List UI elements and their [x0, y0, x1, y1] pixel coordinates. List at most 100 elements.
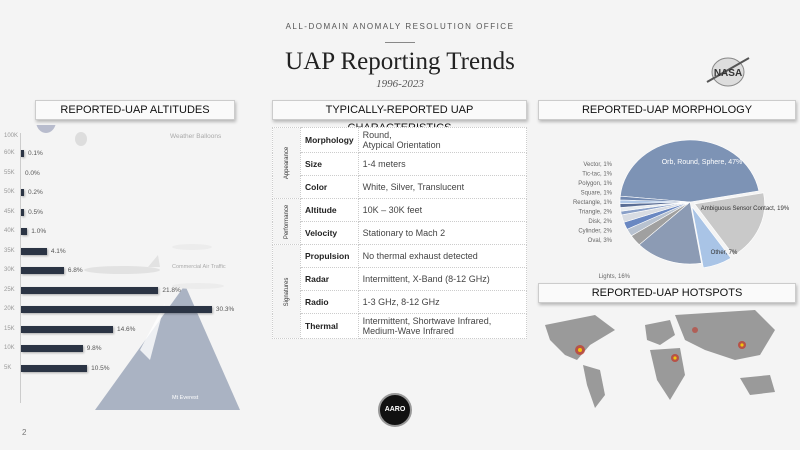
altitude-label: 20K [4, 306, 15, 312]
nasa-logo: NASA [706, 57, 750, 87]
characteristic-value: Intermittent, X-Band (8-12 GHz) [357, 267, 528, 291]
characteristics-table: Appearance Morphology Round, Atypical Orie… [272, 127, 528, 339]
pie-slice [619, 195, 691, 203]
characteristic-value: Round, Atypical Orientation [357, 127, 528, 153]
air-traffic-label: Commercial Air Traffic [172, 264, 226, 270]
pie-slice-label: Other, 7% [711, 250, 738, 256]
office-name: ALL-DOMAIN ANOMALY RESOLUTION OFFICE [285, 22, 515, 31]
characteristic-name: Radio [300, 290, 359, 314]
table-row: Color White, Silver, Translucent [273, 175, 528, 199]
airplane-icon [172, 244, 224, 289]
altitude-label: 15K [4, 325, 15, 332]
altitude-value-label: 0.0% [25, 169, 40, 177]
pie-slice-label: Triangle, 2% [579, 210, 613, 216]
pie-slice [691, 206, 732, 269]
category-label: Performance [283, 204, 290, 239]
world-map [545, 310, 775, 408]
altitude-label: 55K [4, 169, 15, 176]
characteristic-value: 1-4 meters [357, 152, 528, 176]
altitude-label: 5K [4, 364, 12, 371]
table-row: Signatures Propulsion No thermal exhaust d… [272, 244, 528, 339]
altitude-bar [21, 189, 24, 196]
altitude-bar [21, 345, 83, 352]
altitude-label: 45K [4, 208, 15, 215]
axis-label-top: 100K [4, 133, 19, 139]
altitude-chart: 100K Weather Balloons Commercial Air Tra… [0, 125, 260, 415]
mountain-label: Mt Everest [172, 395, 199, 401]
characteristic-name: Propulsion [300, 244, 359, 268]
altitude-value-label: 0.1% [28, 150, 43, 157]
altitude-value-label: 10.5% [91, 364, 110, 372]
page-title: UAP Reporting Trends [285, 48, 515, 75]
altitude-value-label: 6.8% [67, 267, 83, 274]
table-row: Performance Altitude 10K – 30K feet [272, 198, 528, 245]
table-row: Size 1-4 meters [273, 152, 528, 176]
characteristic-name: Color [300, 175, 359, 199]
altitude-label: 30K [4, 267, 15, 273]
category-cell: Signatures [272, 244, 301, 339]
pie-slice-label: Rectangle, 1% [573, 200, 613, 206]
altitude-label: 60K [4, 150, 15, 156]
characteristic-value: No thermal exhaust detected [357, 244, 528, 268]
characteristic-name: Velocity [300, 221, 359, 245]
altitude-illustrations [36, 125, 240, 410]
category-label: Appearance [283, 146, 290, 180]
aaro-seal: AARO [378, 393, 412, 427]
balloon-icon [75, 132, 87, 146]
pie-slice-label: Vector, 1% [583, 162, 612, 168]
category-label: Signatures [283, 277, 290, 306]
altitude-label: 25K [4, 286, 15, 293]
pie-slice-label: Disk, 2% [588, 219, 612, 225]
altitude-value-label: 4.1% [50, 247, 66, 255]
altitudes-header: REPORTED-UAP ALTITUDES [35, 100, 235, 120]
pie-slice [619, 139, 760, 203]
table-row: Velocity Stationary to Mach 2 [273, 221, 528, 245]
table-row: Radio 1-3 GHz, 8-12 GHz [273, 290, 528, 314]
altitude-value-label: 14.6% [116, 325, 136, 333]
altitude-value-label: 21.8% [162, 286, 181, 294]
hotspot-markers [575, 327, 746, 362]
characteristic-name: Radar [300, 267, 359, 291]
characteristic-value: 10K – 30K feet [357, 198, 528, 222]
characteristic-value: 1-3 GHz, 8-12 GHz [357, 290, 528, 314]
morphology-pie-chart: Orb, Round, Sphere, 47% Ambiguous Sensor … [573, 139, 790, 280]
pie-slice-label: Oval, 3% [588, 238, 613, 244]
altitude-label: 35K [4, 247, 15, 254]
table-row: Thermal Intermittent, Shortwave Infrared,… [273, 313, 528, 339]
altitude-value-label: 0.2% [28, 189, 43, 196]
balloon-label: Weather Balloons [170, 133, 222, 140]
pie-slice-label: Ambiguous Sensor Contact, 19% [701, 206, 790, 212]
table-row: Appearance Morphology Round, Atypical Orie… [272, 127, 528, 199]
characteristic-name: Size [300, 152, 359, 176]
altitude-value-label: 1.0% [31, 228, 47, 235]
characteristic-value: Intermittent, Shortwave Infrared, Medium… [357, 313, 528, 339]
altitude-bar [21, 247, 47, 255]
altitude-label: 50K [4, 189, 15, 195]
altitude-bar [21, 286, 159, 294]
altitude-bar [21, 306, 212, 313]
pie-slice-label: Tic-tac, 1% [582, 172, 612, 178]
altitude-value-label: 30.3% [215, 306, 235, 313]
characteristic-name: Altitude [300, 198, 359, 222]
divider [385, 42, 415, 43]
altitude-bar [21, 267, 64, 274]
airplane-icon [84, 255, 160, 274]
altitude-bar [21, 325, 113, 333]
axis-line [20, 133, 21, 403]
mountain-icon [95, 285, 240, 410]
altitude-value-label: 0.5% [28, 208, 43, 216]
page-number: 2 [22, 428, 27, 437]
svg-text:NASA: NASA [714, 68, 742, 79]
altitude-bar [21, 208, 25, 216]
category-cell: Appearance [272, 127, 301, 199]
morphology-header: REPORTED-UAP MORPHOLOGY [538, 100, 796, 120]
characteristics-header: TYPICALLY-REPORTED UAP CHARACTERISTICS [272, 100, 527, 134]
hotspots-map [545, 310, 775, 408]
altitude-bar [21, 150, 24, 157]
pie-slice-label: Polygon, 1% [578, 181, 612, 187]
altitude-value-label: 9.8% [86, 345, 102, 352]
altitude-label: 40K [4, 228, 15, 234]
characteristic-name: Morphology [300, 127, 359, 153]
characteristic-value: White, Silver, Translucent [357, 175, 528, 199]
category-cell: Performance [272, 198, 301, 245]
